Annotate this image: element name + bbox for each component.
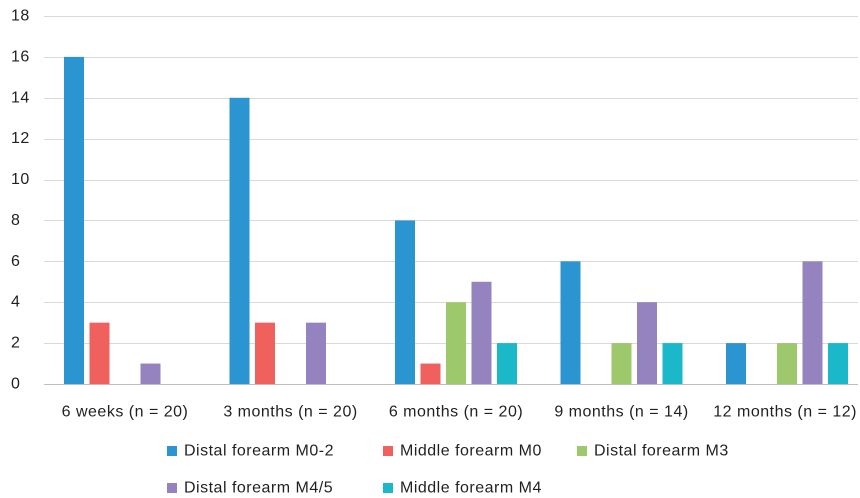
legend-item-middle-forearm-m0: Middle forearm M0 xyxy=(383,443,542,460)
y-tick-label-16: 16 xyxy=(11,48,30,65)
bars xyxy=(64,56,848,384)
bar-distal-forearm-m0-2-6-weeks-n-20 xyxy=(64,56,84,384)
bar-distal-forearm-m3-9-months-n-14 xyxy=(611,343,632,384)
legend-item-distal-forearm-m0-2: Distal forearm M0-2 xyxy=(167,443,334,460)
legend-swatch-distal-forearm-m0-2 xyxy=(167,446,177,456)
legend-label-middle-forearm-m0: Middle forearm M0 xyxy=(400,443,542,460)
bar-distal-forearm-m4-5-6-months-n-20 xyxy=(471,281,492,384)
bar-distal-forearm-m4-5-12-months-n-12 xyxy=(802,261,823,384)
legend-label-distal-forearm-m3: Distal forearm M3 xyxy=(594,443,729,460)
legend-label-distal-forearm-m4-5: Distal forearm M4/5 xyxy=(184,480,333,497)
bar-distal-forearm-m0-2-9-months-n-14 xyxy=(560,261,581,384)
legend-label-middle-forearm-m4: Middle forearm M4 xyxy=(400,480,542,497)
bar-distal-forearm-m0-2-12-months-n-12 xyxy=(726,343,746,384)
legend-swatch-middle-forearm-m4 xyxy=(383,483,393,493)
y-tick-label-18: 18 xyxy=(11,8,30,25)
legend-swatch-middle-forearm-m0 xyxy=(383,446,393,456)
bar-middle-forearm-m0-6-months-n-20 xyxy=(420,363,441,384)
bar-distal-forearm-m3-6-months-n-20 xyxy=(446,302,466,384)
legend-item-distal-forearm-m4-5: Distal forearm M4/5 xyxy=(167,480,333,497)
y-tick-label-4: 4 xyxy=(11,294,20,311)
legend: Distal forearm M0-2 Middle forearm M0 Dist… xyxy=(167,443,729,497)
legend-item-distal-forearm-m3: Distal forearm M3 xyxy=(577,443,729,460)
y-tick-label-6: 6 xyxy=(11,253,20,270)
x-tick-label-6-months-n-20: 6 months (n = 20) xyxy=(389,404,523,421)
bar-middle-forearm-m4-6-months-n-20 xyxy=(497,343,517,384)
bar-distal-forearm-m0-2-3-months-n-20 xyxy=(229,97,250,384)
legend-item-middle-forearm-m4: Middle forearm M4 xyxy=(383,480,542,497)
y-tick-label-0: 0 xyxy=(11,376,20,393)
y-tick-label-8: 8 xyxy=(11,212,20,229)
legend-swatch-distal-forearm-m4-5 xyxy=(167,483,177,493)
bar-distal-forearm-m4-5-9-months-n-14 xyxy=(637,302,657,384)
bar-distal-forearm-m0-2-6-months-n-20 xyxy=(395,220,415,384)
y-tick-label-2: 2 xyxy=(11,335,20,352)
y-axis: 0 2 4 6 8 10 12 14 16 18 xyxy=(11,8,30,393)
y-tick-label-14: 14 xyxy=(11,89,30,106)
x-tick-label-3-months-n-20: 3 months (n = 20) xyxy=(223,404,357,421)
bar-distal-forearm-m4-5-3-months-n-20 xyxy=(306,322,326,384)
legend-swatch-distal-forearm-m3 xyxy=(577,446,587,456)
x-tick-label-6-weeks-n-20: 6 weeks (n = 20) xyxy=(62,404,189,421)
legend-label-distal-forearm-m0-2: Distal forearm M0-2 xyxy=(184,443,334,460)
bar-middle-forearm-m4-9-months-n-14 xyxy=(662,343,683,384)
bar-distal-forearm-m4-5-6-weeks-n-20 xyxy=(140,363,161,384)
bar-middle-forearm-m0-3-months-n-20 xyxy=(255,322,275,384)
gridlines xyxy=(44,16,858,385)
bar-distal-forearm-m3-12-months-n-12 xyxy=(777,343,797,384)
y-tick-label-10: 10 xyxy=(11,171,30,188)
x-tick-label-9-months-n-14: 9 months (n = 14) xyxy=(554,404,688,421)
x-tick-label-12-months-n-12: 12 months (n = 12) xyxy=(713,404,857,421)
bar-middle-forearm-m4-12-months-n-12 xyxy=(828,343,848,384)
bar-middle-forearm-m0-6-weeks-n-20 xyxy=(89,322,110,384)
y-tick-label-12: 12 xyxy=(11,130,30,147)
x-axis: 6 weeks (n = 20) 3 months (n = 20) 6 month… xyxy=(62,404,857,421)
